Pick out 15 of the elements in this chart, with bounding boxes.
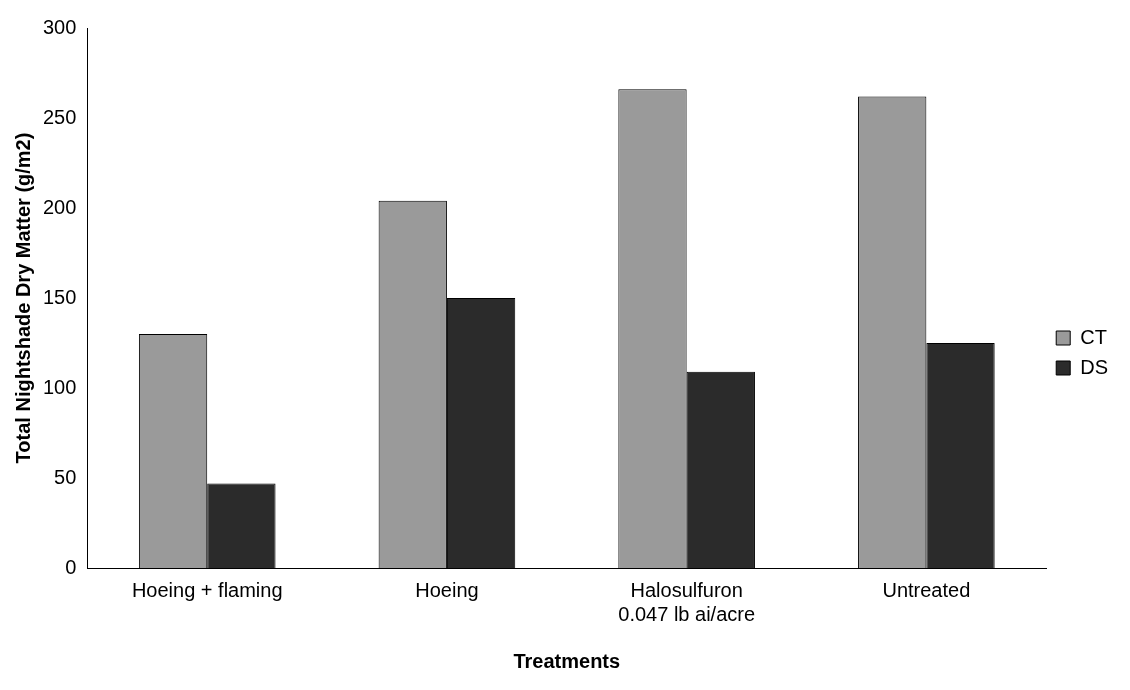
legend-label: CT <box>1080 325 1107 348</box>
x-axis-title: Treatments <box>513 649 621 672</box>
y-tick-label: 250 <box>42 105 77 128</box>
y-tick-label: 300 <box>42 15 77 38</box>
y-axis-title: Total Nightshade Dry Matter (g/m2) <box>11 132 34 464</box>
x-tick-label: Hoeing <box>415 578 479 601</box>
y-tick-label: 50 <box>54 465 77 488</box>
y-tick-label: 0 <box>65 555 77 578</box>
x-tick-label: Untreated <box>882 578 971 601</box>
y-tick-label: 100 <box>42 375 77 398</box>
x-tick-label: Halosulfuron 0.047 lb ai/acre <box>618 578 756 625</box>
y-tick-label: 200 <box>42 195 77 218</box>
legend-label: DS <box>1080 355 1109 378</box>
x-tick-label: Hoeing + flaming <box>131 578 283 601</box>
y-tick-label: 150 <box>42 285 77 308</box>
